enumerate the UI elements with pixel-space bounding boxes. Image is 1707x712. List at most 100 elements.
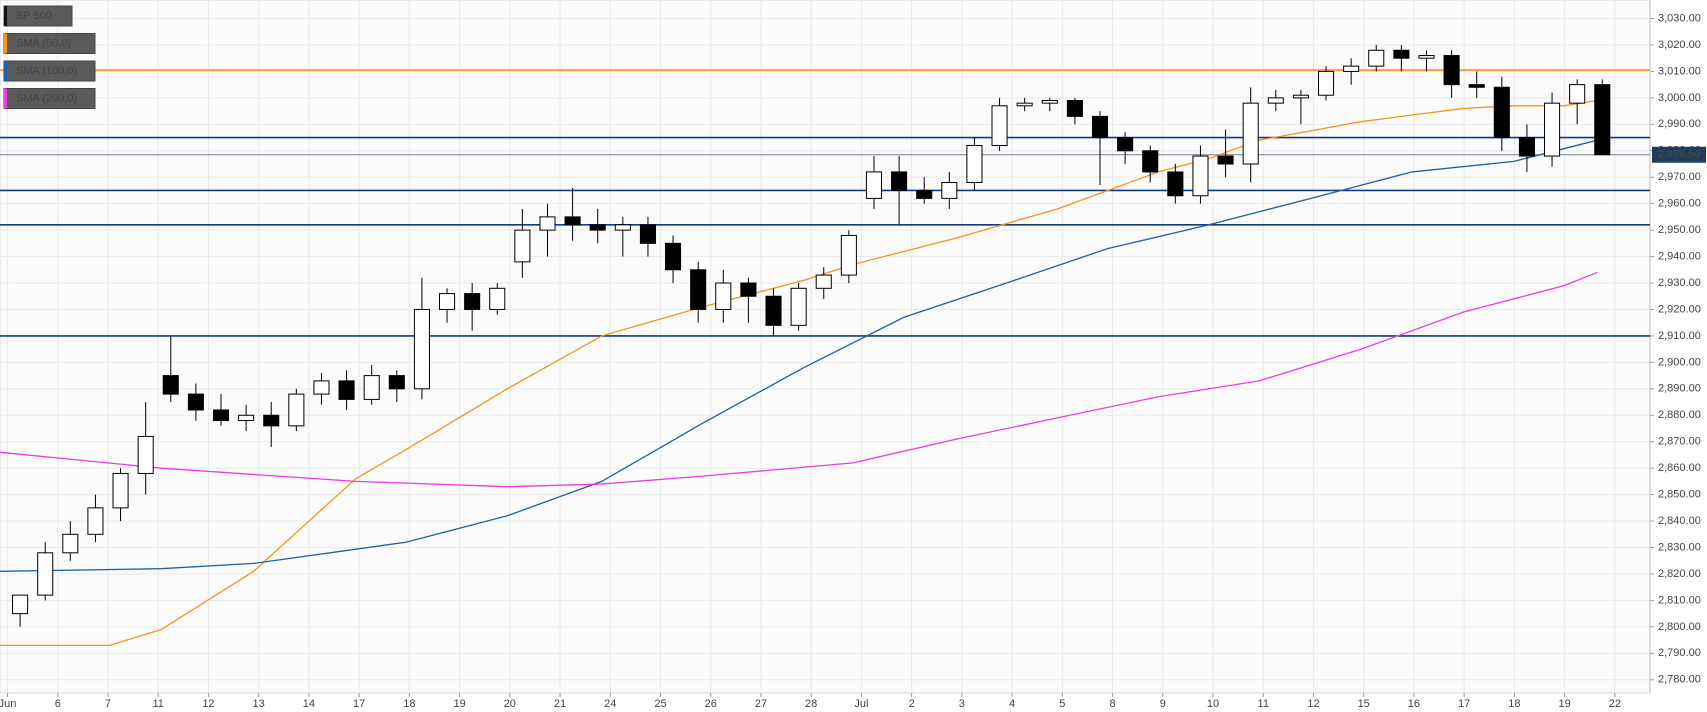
x-tick-label: 4 [1009,698,1015,710]
candle-body [1217,155,1234,165]
x-tick-label: 6 [55,698,61,710]
candle-body [1016,102,1033,107]
x-tick-label: 2 [909,698,915,710]
x-tick-label: Jul [854,698,868,710]
candle-body [1142,150,1159,173]
candle-body [1594,84,1611,156]
candle-body [1393,49,1410,59]
candle-body [564,216,581,226]
candle-body [1091,115,1109,139]
candle-body [87,507,104,535]
y-tick-label: 2,940.00 [1658,250,1701,262]
candle-body [1066,100,1083,117]
candle-body [1569,84,1586,104]
y-tick-label: 2,970.00 [1658,171,1701,183]
y-tick-label: 2,840.00 [1658,515,1701,527]
candle-body [388,375,405,390]
x-tick-label: 17 [1458,698,1470,710]
x-tick-label: 12 [1307,698,1319,710]
candle-body [916,189,933,199]
x-tick-label: 22 [1609,698,1621,710]
x-tick-label: 17 [353,698,365,710]
candle-body [413,308,430,390]
sma-line [0,139,1598,572]
y-tick-label: 2,790.00 [1658,647,1701,659]
candle-body [1041,100,1058,104]
legend-label: SP 500 [16,10,52,22]
candle-body [1167,171,1184,197]
legend: SP 500 SMA (50,0) SMA (100,0) SMA (200,0) [3,5,96,109]
sma-line [0,271,1598,488]
candle-body [639,224,656,244]
y-tick-label: 2,920.00 [1658,303,1701,315]
x-tick-label: 10 [1207,698,1219,710]
y-tick-label: 2,800.00 [1658,621,1701,633]
x-tick-label: 18 [1508,698,1520,710]
x-tick-label: 25 [654,698,666,710]
candle-body [187,393,204,411]
candle-body [363,375,380,400]
candle-body [790,287,807,326]
y-tick-label: 2,810.00 [1658,594,1701,606]
candle-body [489,287,506,310]
y-tick-label: 2,820.00 [1658,568,1701,580]
x-tick-label: 20 [504,698,516,710]
candle-body [12,594,29,615]
y-tick-label: 3,030.00 [1658,12,1701,24]
y-tick-label: 2,900.00 [1658,356,1701,368]
candle-body [1518,137,1535,157]
y-tick-label: 2,910.00 [1658,330,1701,342]
candle-body [62,533,79,554]
legend-label: SMA (200,0) [16,92,77,104]
y-tick-label: 3,010.00 [1658,65,1701,77]
candle-body [614,224,631,231]
legend-label: SMA (100,0) [16,65,77,77]
candle-body [891,171,908,191]
candle-body [991,105,1008,146]
x-tick-label: 16 [1408,698,1420,710]
y-tick-label: 2,880.00 [1658,409,1701,421]
candle-body [589,224,606,231]
candle-body [1267,97,1284,104]
x-tick-label: 13 [253,698,265,710]
candle-body [1292,94,1309,99]
legend-label: SMA (50,0) [16,37,71,49]
y-tick-label: 3,000.00 [1658,92,1701,104]
candle-body [288,393,305,427]
candle-body [1368,49,1385,67]
candle-body [941,182,958,199]
candle-body [1493,86,1510,139]
x-tick-label: 5 [1059,698,1065,710]
x-tick-label: 19 [453,698,465,710]
candle-body [338,380,355,400]
legend-swatch [4,33,7,54]
x-tick-label: 14 [303,698,315,710]
candle-body [815,274,832,289]
y-tick-label: 2,890.00 [1658,383,1701,395]
candle-body [740,282,757,297]
candle-body [1343,65,1360,72]
y-tick-label: 2,950.00 [1658,224,1701,236]
candle-body [313,380,330,395]
y-tick-label: 2,870.00 [1658,436,1701,448]
candle-body [37,552,54,596]
y-tick-label: 2,860.00 [1658,462,1701,474]
candle-body [238,414,255,422]
candle-body [1418,55,1435,59]
x-tick-label: 27 [755,698,767,710]
candle-body [1468,84,1485,88]
candle-body [1242,102,1259,165]
legend-swatch [4,88,7,109]
candle-body [212,409,230,422]
price-tag-label: 2,978.50 [1658,149,1701,161]
plot-area [0,0,1651,694]
y-tick-label: 2,990.00 [1658,118,1701,130]
candle-body [1317,70,1335,96]
x-tick-label: 8 [1109,698,1115,710]
candle-body [539,216,556,231]
candle-body [1117,137,1134,152]
y-tick-label: 2,780.00 [1658,674,1701,686]
candle-body [715,282,732,310]
